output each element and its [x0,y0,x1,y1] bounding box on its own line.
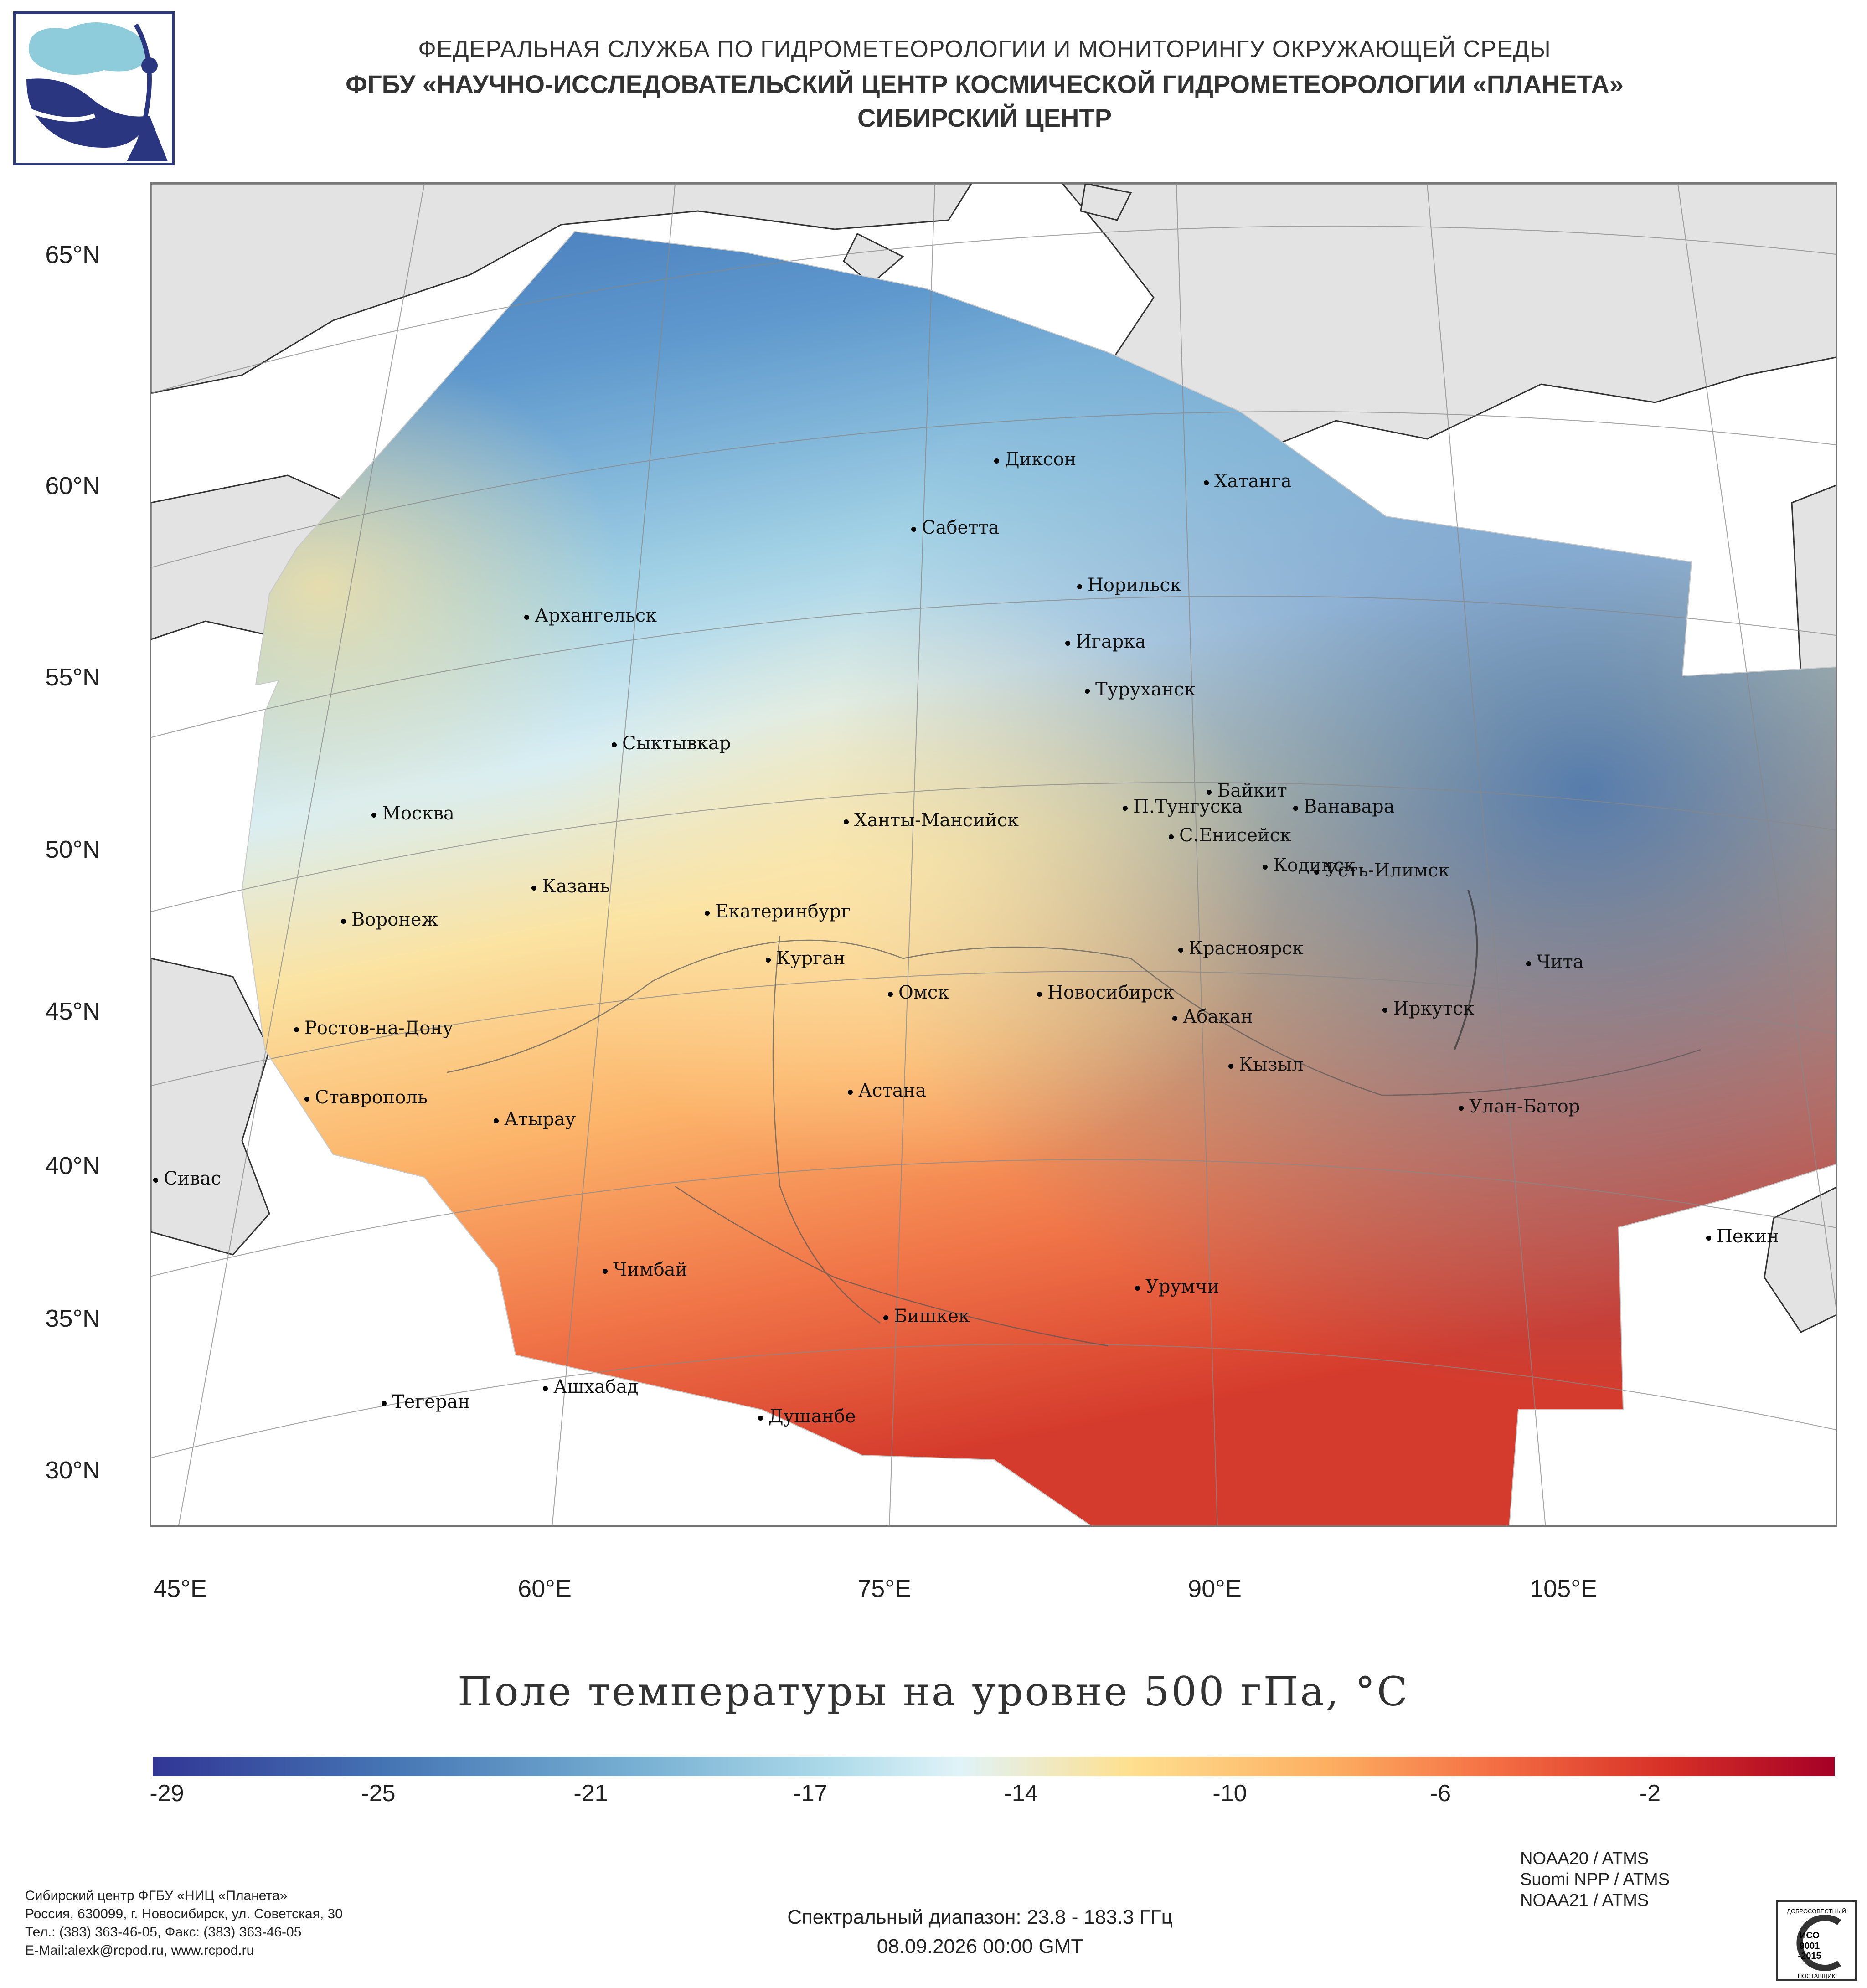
city-marker[interactable]: Хатанга [1204,471,1292,492]
instrument-item: Suomi NPP / ATMS [1520,1870,1670,1889]
footer-org: Сибирский центр ФГБУ «НИЦ «Планета» [25,1888,288,1903]
city-marker[interactable]: Байкит [1207,780,1287,801]
iso-certification-icon: ДОБРОСОВЕСТНЫЙ ИСО 9001 -2015 ПОСТАВЩИК [1776,1900,1857,1981]
lon-label-45: 45°E [153,1575,207,1602]
colorbar [153,1757,1835,1776]
city-marker[interactable]: Воронеж [341,909,438,930]
city-marker[interactable]: Ростов-на-Дону [294,1018,453,1039]
lon-label-90: 90°E [1188,1575,1242,1602]
borders [447,890,1701,1347]
lat-label-35: 35°N [45,1305,100,1332]
spectral-range: Спектральный диапазон: 23.8 - 183.3 ГГц [787,1906,1173,1928]
lon-label-60: 60°E [518,1575,572,1602]
city-marker[interactable]: Бишкек [883,1306,970,1327]
colorbar-label: -2 [1639,1780,1661,1807]
lat-label-30: 30°N [45,1457,100,1484]
svg-text:ПОСТАВЩИК: ПОСТАВЩИК [1798,1973,1836,1979]
city-marker[interactable]: Кызыл [1228,1054,1304,1075]
instrument-list: NOAA20 / ATMS Suomi NPP / ATMS NOAA21 / … [1520,1848,1670,1911]
contact-info: Сибирский центр ФГБУ «НИЦ «Планета» Росс… [25,1887,343,1960]
city-marker[interactable]: Душанбе [758,1406,856,1427]
city-marker[interactable]: Ханты-Мансийск [844,810,1019,831]
city-marker[interactable]: С.Енисейск [1169,825,1291,846]
city-marker[interactable]: Игарка [1065,631,1146,652]
temperature-field [242,232,1836,1525]
temperature-map[interactable] [150,182,1837,1527]
lon-label-105: 105°E [1530,1575,1597,1602]
city-marker[interactable]: Ванавара [1293,796,1395,817]
colorbar-label: -21 [573,1780,608,1807]
colorbar-label: -10 [1212,1780,1247,1807]
city-marker[interactable]: Чита [1526,952,1584,973]
colorbar-label: -6 [1429,1780,1451,1807]
city-marker[interactable]: Казань [531,876,610,897]
map-canvas [151,184,1836,1525]
agency-name: ФЕДЕРАЛЬНАЯ СЛУЖБА ПО ГИДРОМЕТЕОРОЛОГИИ … [418,36,1551,62]
svg-text:ДОБРОСОВЕСТНЫЙ: ДОБРОСОВЕСТНЫЙ [1787,1908,1846,1915]
city-marker[interactable]: Туруханск [1085,679,1196,700]
city-marker[interactable]: Тегеран [382,1391,470,1412]
svg-text:-2015: -2015 [1798,1951,1821,1961]
city-marker[interactable]: Пекин [1706,1226,1779,1247]
graticule [151,184,1836,1525]
city-marker[interactable]: Иркутск [1382,998,1475,1019]
svg-text:9001: 9001 [1800,1941,1820,1951]
city-marker[interactable]: Улан-Батор [1459,1096,1580,1117]
footer-phone: Тел.: (383) 363-46-05, Факс: (383) 363-4… [25,1925,302,1940]
footer-address: Россия, 630099, г. Новосибирск, ул. Сове… [25,1906,343,1921]
observation-datetime: 08.09.2026 00:00 GMT [877,1935,1083,1957]
city-marker[interactable]: Новосибирск [1037,982,1174,1003]
center-name: СИБИРСКИЙ ЦЕНТР [857,103,1112,132]
city-marker[interactable]: Сыктывкар [612,733,731,754]
colorbar-label: -17 [793,1780,828,1807]
colorbar-label: -14 [1004,1780,1038,1807]
lon-label-75: 75°E [857,1575,911,1602]
city-marker[interactable]: Атырау [494,1109,576,1130]
instrument-item: NOAA21 / ATMS [1520,1891,1649,1910]
city-marker[interactable]: Ашхабад [543,1376,638,1397]
map-title: Поле температуры на уровне 500 гПа, °С [457,1668,1410,1715]
footer-email[interactable]: E-Mail:alexk@rcpod.ru, www.rcpod.ru [25,1943,254,1958]
lat-label-50: 50°N [45,836,100,863]
city-marker[interactable]: Ставрополь [304,1087,428,1108]
colorbar-label: -25 [361,1780,396,1807]
city-marker[interactable]: Чимбай [603,1259,687,1280]
svg-text:ИСО: ИСО [1800,1931,1820,1941]
institute-name: ФГБУ «НАУЧНО-ИССЛЕДОВАТЕЛЬСКИЙ ЦЕНТР КОС… [346,70,1624,98]
lat-label-45: 45°N [45,998,100,1025]
land-masses [151,184,1836,1333]
lat-label-65: 65°N [45,241,100,268]
city-marker[interactable]: Курган [766,948,846,969]
city-marker[interactable]: Сивас [153,1168,221,1189]
city-marker[interactable]: Екатеринбург [705,901,851,922]
city-marker[interactable]: Норильск [1077,575,1181,596]
product-info: Спектральный диапазон: 23.8 - 183.3 ГГц … [615,1903,1345,1961]
instrument-item: NOAA20 / ATMS [1520,1849,1649,1868]
city-marker[interactable]: Абакан [1172,1006,1253,1027]
city-marker[interactable]: Омск [888,982,949,1003]
city-marker[interactable]: Москва [371,803,454,824]
city-marker[interactable]: Диксон [994,449,1076,470]
colorbar-label: -29 [150,1780,184,1807]
lat-label-60: 60°N [45,472,100,500]
city-marker[interactable]: Архангельск [524,605,657,626]
lat-label-40: 40°N [45,1152,100,1179]
city-marker[interactable]: Красноярск [1178,938,1304,959]
city-marker[interactable]: Усть-Илимск [1314,860,1449,881]
city-marker[interactable]: Урумчи [1135,1276,1219,1297]
city-marker[interactable]: П.Тунгуска [1123,796,1243,817]
planeta-logo-icon [13,11,175,165]
city-marker[interactable]: Сабетта [911,517,999,538]
lat-label-55: 55°N [45,664,100,691]
city-marker[interactable]: Астана [848,1080,926,1101]
